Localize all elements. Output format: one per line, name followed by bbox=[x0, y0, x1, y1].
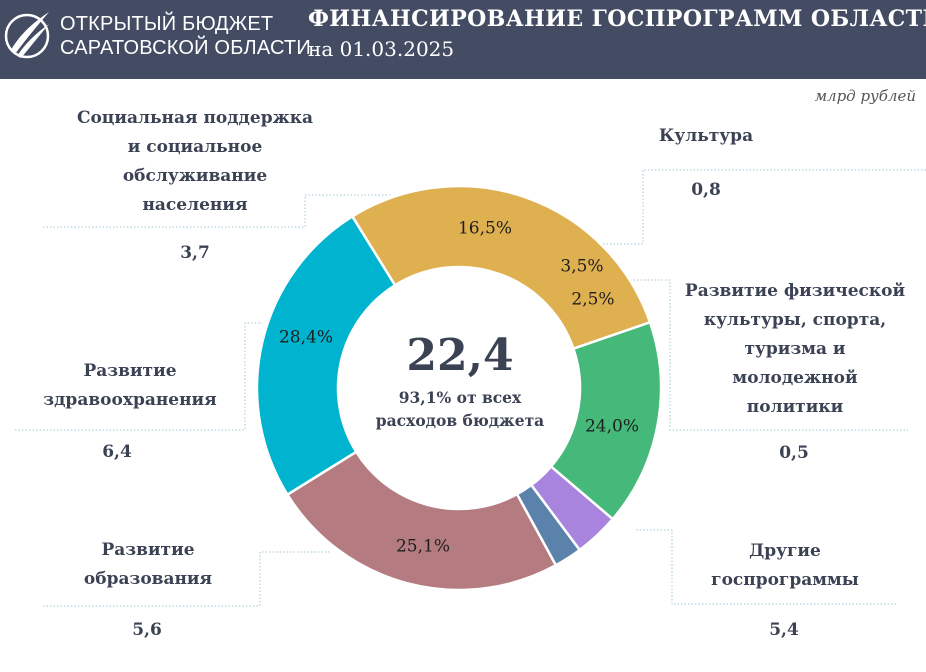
org-line-1: ОТКРЫТЫЙ БЮДЖЕТ bbox=[60, 13, 274, 35]
percent-label-5: 28,4% bbox=[279, 328, 333, 348]
page-title: ФИНАНСИРОВАНИЕ ГОСПРОГРАММ ОБЛАСТИ bbox=[308, 6, 926, 32]
header-bar: ОТКРЫТЫЙ БЮДЖЕТ САРАТОВСКОЙ ОБЛАСТИ ФИНА… bbox=[0, 0, 926, 79]
leader-social bbox=[43, 194, 390, 228]
leader-sport bbox=[630, 279, 908, 431]
label-other-line-1: Другие bbox=[749, 541, 821, 561]
label-social-line-1: Социальная поддержка bbox=[76, 108, 314, 128]
percent-label-0: 16,5% bbox=[458, 219, 512, 239]
label-sport: Развитие физической культуры, спорта, ту… bbox=[674, 277, 916, 422]
center-note: 93,1% от всех расходов бюджета bbox=[355, 386, 565, 432]
leader-health bbox=[15, 322, 262, 431]
value-social: 3,7 bbox=[180, 243, 210, 263]
slices-group bbox=[255, 184, 663, 592]
center-note-line-1: 93,1% от всех bbox=[398, 388, 522, 407]
label-culture-line-1: Культура bbox=[658, 126, 754, 146]
center-total: 22,4 bbox=[406, 330, 514, 381]
label-sport-line-4: молодежной bbox=[732, 368, 858, 388]
label-sport-line-5: политики bbox=[746, 397, 844, 417]
leader-culture bbox=[596, 169, 926, 245]
slice-5 bbox=[350, 184, 652, 351]
leader-edu bbox=[43, 551, 330, 607]
leader-lines bbox=[15, 169, 926, 607]
percent-label-4: 25,1% bbox=[396, 537, 450, 557]
label-social-line-3: обслуживание bbox=[122, 166, 268, 186]
label-social-line-4: населения bbox=[142, 195, 248, 215]
label-social-line-2: и социальное bbox=[127, 137, 263, 157]
label-health: Развитие здравоохранения bbox=[30, 357, 230, 415]
logo-icon bbox=[4, 12, 50, 59]
value-other: 5,4 bbox=[769, 620, 799, 640]
label-health-line-2: здравоохранения bbox=[43, 390, 217, 410]
page-subtitle: на 01.03.2025 bbox=[308, 37, 455, 61]
value-culture: 0,8 bbox=[691, 180, 721, 200]
label-other: Другие госпрограммы bbox=[690, 537, 880, 595]
center-note-line-2: расходов бюджета bbox=[375, 411, 545, 430]
percent-label-1: 3,5% bbox=[560, 257, 603, 277]
label-sport-line-2: культуры, спорта, bbox=[703, 310, 887, 330]
label-sport-line-1: Развитие физической bbox=[684, 281, 906, 301]
organization-name: ОТКРЫТЫЙ БЮДЖЕТ САРАТОВСКОЙ ОБЛАСТИ bbox=[60, 12, 311, 60]
percent-labels: 16,5% 3,5% 2,5% 24,0% 25,1% 28,4% bbox=[279, 219, 639, 557]
unit-label: млрд рублей bbox=[814, 87, 916, 105]
slice-3 bbox=[285, 450, 558, 592]
label-education: Развитие образования bbox=[58, 536, 238, 594]
label-social: Социальная поддержка и социальное обслуж… bbox=[55, 104, 335, 220]
label-other-line-2: госпрограммы bbox=[711, 570, 859, 590]
value-sport: 0,5 bbox=[779, 443, 809, 463]
label-health-line-1: Развитие bbox=[83, 361, 177, 381]
label-sport-line-3: туризма и bbox=[744, 339, 846, 359]
slice-4 bbox=[255, 214, 397, 497]
percent-label-2: 2,5% bbox=[571, 290, 614, 310]
leader-other bbox=[636, 529, 897, 605]
value-education: 5,6 bbox=[132, 620, 162, 640]
value-health: 6,4 bbox=[102, 442, 132, 462]
label-edu-line-1: Развитие bbox=[101, 540, 195, 560]
label-culture: Культура bbox=[636, 122, 776, 151]
percent-label-3: 24,0% bbox=[585, 417, 639, 437]
label-edu-line-2: образования bbox=[83, 569, 213, 589]
org-line-2: САРАТОВСКОЙ ОБЛАСТИ bbox=[60, 37, 311, 59]
